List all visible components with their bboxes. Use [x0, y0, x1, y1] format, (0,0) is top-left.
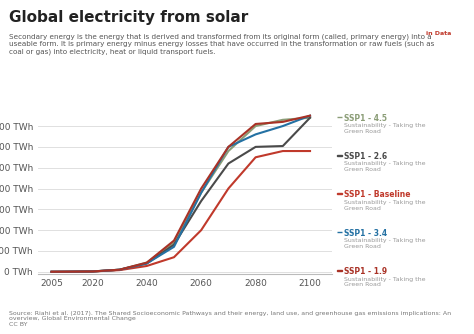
Text: Sustainability - Taking the
Green Road: Sustainability - Taking the Green Road: [344, 238, 425, 249]
Text: Sustainability - Taking the
Green Road: Sustainability - Taking the Green Road: [344, 277, 425, 287]
Text: Source: Riahi et al. (2017). The Shared Socioeconomic Pathways and their energy,: Source: Riahi et al. (2017). The Shared …: [9, 311, 452, 327]
Text: Sustainability - Taking the
Green Road: Sustainability - Taking the Green Road: [344, 200, 425, 210]
Text: Secondary energy is the energy that is derived and transformed from its original: Secondary energy is the energy that is d…: [9, 33, 435, 55]
Text: SSP1 - Baseline: SSP1 - Baseline: [344, 190, 410, 199]
Text: SSP1 - 1.9: SSP1 - 1.9: [344, 267, 387, 276]
Text: Our World: Our World: [421, 21, 456, 26]
Text: SSP1 - 4.5: SSP1 - 4.5: [344, 114, 387, 123]
Text: Sustainability - Taking the
Green Road: Sustainability - Taking the Green Road: [344, 123, 425, 134]
Text: in Data: in Data: [426, 31, 451, 36]
Text: SSP1 - 2.6: SSP1 - 2.6: [344, 152, 387, 161]
Text: Global electricity from solar: Global electricity from solar: [9, 10, 249, 25]
Text: SSP1 - 3.4: SSP1 - 3.4: [344, 229, 387, 238]
Text: Sustainability - Taking the
Green Road: Sustainability - Taking the Green Road: [344, 161, 425, 172]
